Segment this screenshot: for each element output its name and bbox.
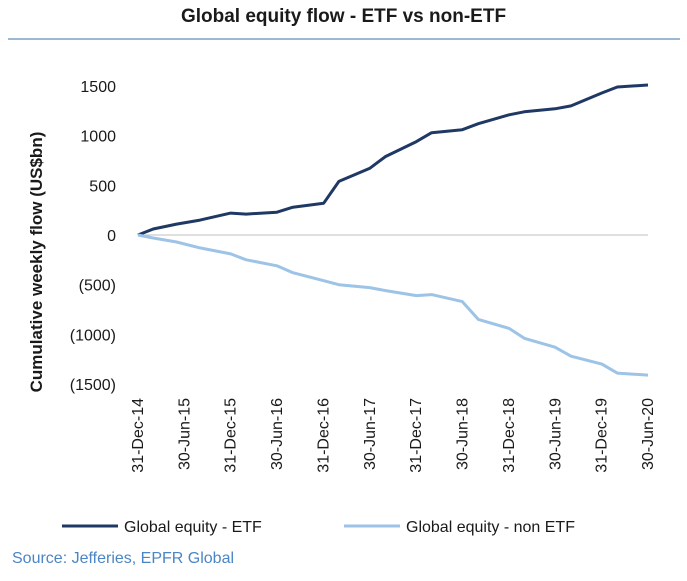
- series-line-non-etf: [137, 233, 649, 377]
- chart-title: Global equity flow - ETF vs non-ETF: [180, 6, 507, 27]
- y-tick-label: 0: [107, 228, 116, 245]
- y-tick-label: 1500: [80, 79, 116, 96]
- title-divider: [8, 38, 680, 40]
- x-tick-label: 30-Jun-15: [176, 398, 193, 470]
- y-tick-label: 1000: [80, 129, 116, 146]
- x-tick-label: 30-Jun-16: [269, 398, 286, 470]
- series-layer: [137, 83, 649, 377]
- x-tick-label: 30-Jun-18: [455, 398, 472, 470]
- x-tick-label: 30-Jun-17: [362, 398, 379, 470]
- legend: Global equity - ETF Global equity - non …: [62, 519, 575, 536]
- legend-label-non-etf: Global equity - non ETF: [406, 519, 575, 536]
- y-tick-label: 500: [89, 178, 116, 195]
- x-tick-label: 31-Dec-19: [594, 398, 611, 473]
- y-axis-label: Cumulative weekly flow (US$bn): [27, 132, 46, 393]
- series-line-etf: [137, 83, 649, 237]
- y-tick-label: (1000): [70, 327, 116, 344]
- source-note: Source: Jefferies, EPFR Global: [12, 550, 235, 567]
- x-tick-label: 30-Jun-19: [547, 398, 564, 470]
- y-axis-tick-labels: 1500 1000 500 0 (500) (1000) (1500): [70, 79, 116, 394]
- x-axis-tick-labels: 31-Dec-14 30-Jun-15 31-Dec-15 30-Jun-16 31-D…: [130, 398, 657, 473]
- legend-label-etf: Global equity - ETF: [124, 519, 262, 536]
- y-tick-label: (500): [79, 278, 116, 295]
- x-tick-label: 31-Dec-18: [501, 398, 518, 473]
- y-tick-label: (1500): [70, 377, 116, 394]
- x-tick-label: 30-Jun-20: [640, 398, 657, 470]
- x-tick-label: 31-Dec-16: [315, 398, 332, 473]
- x-tick-label: 31-Dec-14: [130, 398, 147, 473]
- x-tick-label: 31-Dec-15: [223, 398, 240, 473]
- x-tick-label: 31-Dec-17: [408, 398, 425, 473]
